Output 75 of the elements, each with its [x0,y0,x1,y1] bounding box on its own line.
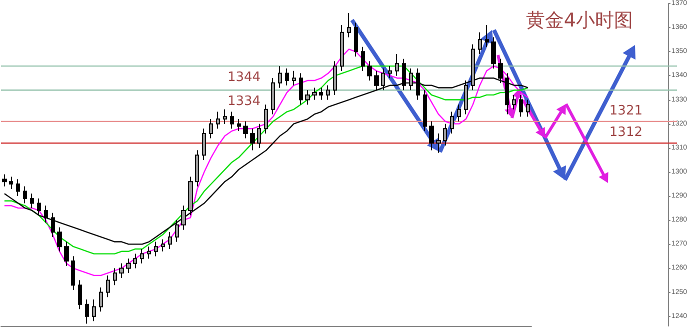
candlestick [395,54,399,76]
candlestick [478,32,482,55]
candlestick [161,238,165,252]
candlestick [326,84,330,100]
candlestick [71,256,75,290]
candlestick [16,178,20,197]
candlestick [44,205,48,224]
candlestick [512,94,516,110]
candlestick [423,90,427,132]
candlestick [140,248,144,264]
text: 黄金4小时图 [526,10,634,32]
candlestick [278,66,282,88]
candlestick [202,128,206,160]
candlestick [223,108,227,124]
candlestick [175,220,179,242]
candlestick [443,123,447,146]
candlestick [64,241,69,266]
candlestick [237,118,241,132]
candlestick [113,268,117,286]
candlestick [133,253,137,269]
candlestick [99,286,103,312]
candlestick [195,150,199,187]
candlestick [299,72,303,106]
candlestick [216,111,220,130]
candlestick [292,70,296,86]
candlestick [388,66,392,79]
candlestick [264,104,268,134]
candlestick [305,90,310,106]
ref-line-label: 1344 [227,70,261,86]
candlestick [119,262,124,278]
ref-line-label: 1334 [227,94,261,110]
candlestick [209,118,213,139]
candlestick [57,226,62,252]
candlestick [354,22,358,57]
candlestick [78,280,82,310]
candlestick [30,193,34,209]
candlestick [450,111,454,134]
candlestick [106,274,110,298]
candlestick [85,299,89,324]
candlestick [126,258,131,274]
candlestick [436,132,441,154]
candlestick [188,176,193,216]
candlestick [181,205,186,230]
candlestick [519,94,523,118]
candlestick [367,60,372,82]
candlestick [271,78,275,115]
candlestick [526,99,530,118]
candlestick [340,24,344,72]
candlestick [361,46,365,72]
candlestick [2,174,7,187]
candlestick [285,68,289,86]
candlestick [92,299,96,322]
candlestick [37,198,41,216]
candlestick [485,24,489,48]
candlestick [319,87,323,100]
candlestick [257,123,261,148]
candlestick [147,246,151,260]
candlestick [9,176,13,190]
candlestick [168,232,172,250]
candlestick [154,241,158,257]
candlestick [464,80,468,115]
candlestick [312,87,317,100]
candlestick [51,212,55,238]
candlestick [491,36,496,69]
candlestick [243,120,248,139]
candlestick [347,12,351,38]
candlestick [230,111,234,130]
candlestick [457,104,461,122]
line-series [4,48,529,276]
ref-line-label: 1321 [609,103,642,118]
candlestick [333,60,337,96]
candlestick [23,186,27,204]
candlestick [429,120,434,151]
ref-line-label: 1312 [609,125,642,140]
candlestick [250,128,255,151]
